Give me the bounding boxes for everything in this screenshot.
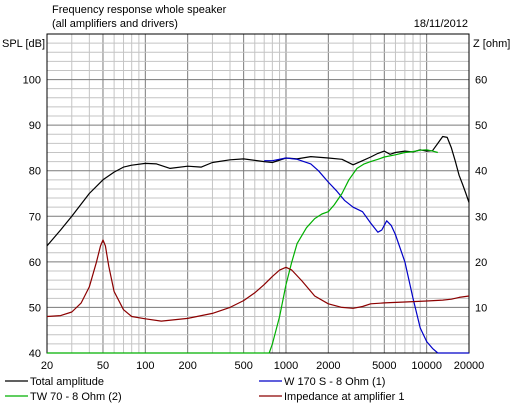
series-w170s bbox=[264, 157, 469, 354]
y2-tick-label: 10 bbox=[475, 302, 487, 314]
y-tick-label: 100 bbox=[23, 75, 41, 87]
legend: Total amplitude TW 70 - 8 Ohm (2) W 170 … bbox=[5, 376, 404, 403]
series-impedance bbox=[46, 239, 470, 322]
y2-axis-label: Z [ohm] bbox=[473, 38, 510, 50]
x-tick-label: 20000 bbox=[454, 360, 485, 372]
tick-labels: 20 50 100 200 500 1000 2000 5000 10000 20000 40 50 6… bbox=[23, 75, 488, 372]
y2-tick-label: 20 bbox=[475, 257, 487, 269]
x-tick-label: 50 bbox=[97, 360, 109, 372]
x-tick-label: 5000 bbox=[372, 360, 396, 372]
x-tick-label: 20 bbox=[41, 360, 53, 372]
x-tick-label: 10000 bbox=[411, 360, 442, 372]
y2-tick-label: 60 bbox=[475, 75, 487, 87]
legend-label-tw70: TW 70 - 8 Ohm (2) bbox=[30, 391, 122, 403]
y-tick-label: 80 bbox=[29, 166, 41, 178]
legend-label-w170: W 170 S - 8 Ohm (1) bbox=[284, 376, 385, 388]
chart-date: 18/11/2012 bbox=[414, 18, 468, 30]
chart-subtitle: (all amplifiers and drivers) bbox=[52, 18, 178, 30]
series-total-amplitude bbox=[46, 135, 470, 247]
y-tick-label: 90 bbox=[29, 120, 41, 132]
series-tw70 bbox=[47, 149, 438, 354]
y-tick-label: 70 bbox=[29, 211, 41, 223]
x-tick-label: 100 bbox=[136, 360, 154, 372]
y2-tick-label: 30 bbox=[475, 211, 487, 223]
y-tick-label: 40 bbox=[29, 348, 41, 360]
y-axis-label: SPL [dB] bbox=[2, 38, 45, 50]
x-tick-label: 2000 bbox=[316, 360, 340, 372]
y2-tick-label: 40 bbox=[475, 166, 487, 178]
chart-title: Frequency response whole speaker bbox=[52, 4, 227, 16]
legend-label-total: Total amplitude bbox=[30, 376, 104, 388]
series-lines bbox=[46, 135, 470, 354]
x-tick-label: 200 bbox=[178, 360, 196, 372]
legend-label-impedance: Impedance at amplifier 1 bbox=[284, 391, 404, 403]
x-tick-label: 500 bbox=[234, 360, 252, 372]
x-tick-label: 1000 bbox=[274, 360, 298, 372]
grid bbox=[47, 34, 469, 353]
y2-tick-label: 50 bbox=[475, 120, 487, 132]
y-tick-label: 50 bbox=[29, 302, 41, 314]
plot-frame bbox=[46, 33, 470, 354]
y-tick-label: 60 bbox=[29, 257, 41, 269]
